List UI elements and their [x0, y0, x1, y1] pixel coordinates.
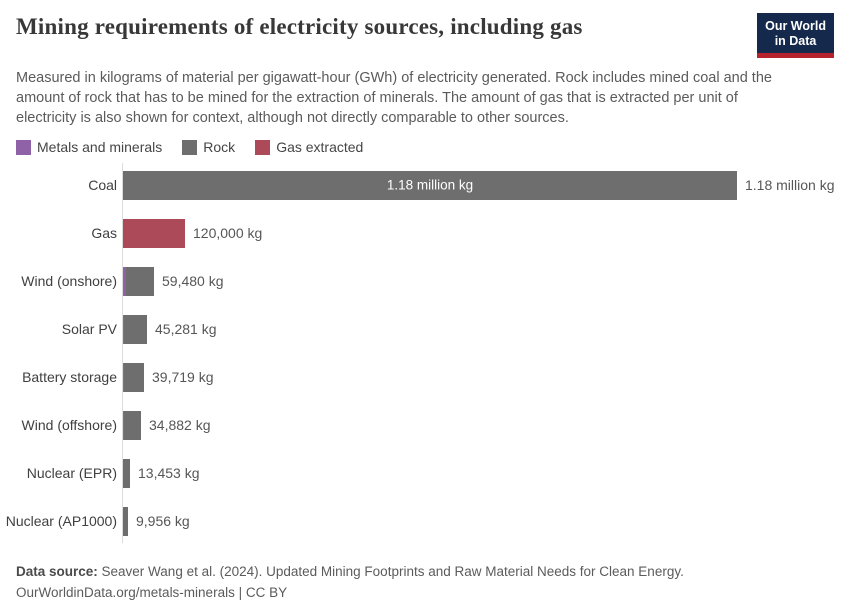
main-segment: [126, 266, 154, 296]
category-label-battery-storage: Battery storage: [22, 369, 117, 385]
data-source-label: Data source:: [16, 564, 98, 579]
bar-area: 45,281 kg: [122, 305, 850, 353]
chart-row: Nuclear (EPR) 13,453 kg: [0, 449, 850, 497]
owid-logo-line2: in Data: [774, 34, 817, 48]
metals-segment: [123, 410, 124, 440]
chart-row: Gas 120,000 kg: [0, 209, 850, 257]
legend-item-metals-and-minerals[interactable]: Metals and minerals: [16, 139, 162, 155]
bar-inside-label: 1.18 million kg: [386, 177, 474, 193]
metals-segment: [123, 266, 126, 296]
legend-item-rock[interactable]: Rock: [182, 139, 235, 155]
category-label-solar-pv: Solar PV: [61, 321, 117, 337]
legend-swatch-icon: [16, 139, 31, 155]
chart-header: Mining requirements of electricity sourc…: [0, 0, 850, 155]
bar-area: 59,480 kg: [122, 257, 850, 305]
chart-footer: Data source: Seaver Wang et al. (2024). …: [0, 545, 850, 600]
bar-value-label: 34,882 kg: [149, 417, 211, 433]
bar-nuclear-epr[interactable]: [123, 458, 130, 488]
main-segment: [123, 458, 130, 488]
owid-logo[interactable]: Our World in Data: [757, 13, 834, 58]
main-segment: [123, 218, 185, 248]
legend-item-gas-extracted[interactable]: Gas extracted: [255, 139, 363, 155]
bar-value-label: 39,719 kg: [152, 369, 214, 385]
title-row: Mining requirements of electricity sourc…: [16, 13, 834, 58]
chart-row: Wind (onshore) 59,480 kg: [0, 257, 850, 305]
page-title: Mining requirements of electricity sourc…: [16, 14, 583, 39]
chart-subtitle: Measured in kilograms of material per gi…: [16, 70, 772, 126]
main-segment: [124, 410, 141, 440]
main-segment: [123, 506, 128, 536]
legend-label: Metals and minerals: [37, 139, 163, 155]
legend-swatch-icon: [182, 139, 198, 155]
bar-wind-onshore[interactable]: [123, 266, 154, 296]
bar-coal[interactable]: 1.18 million kg: [123, 170, 737, 200]
bar-wind-offshore[interactable]: [123, 410, 141, 440]
bar-area: 1.18 million kg 1.18 million kg: [122, 161, 850, 209]
category-label-coal: Coal: [88, 177, 117, 193]
legend-swatch-icon: [255, 139, 271, 155]
bar-area: 120,000 kg: [122, 209, 850, 257]
category-label-nuclear-ap1000: Nuclear (AP1000): [5, 513, 117, 529]
metals-segment: [123, 362, 124, 392]
chart-row: Coal 1.18 million kg 1.18 million kg: [0, 161, 850, 209]
category-label-nuclear-epr: Nuclear (EPR): [26, 465, 117, 481]
chart-row: Nuclear (AP1000) 9,956 kg: [0, 497, 850, 545]
y-axis-line: [122, 163, 123, 543]
bar-battery-storage[interactable]: [123, 362, 144, 392]
bar-value-label: 120,000 kg: [193, 225, 263, 241]
owid-logo-line1: Our World: [765, 19, 826, 33]
bar-value-label: 59,480 kg: [162, 273, 224, 289]
bar-area: 39,719 kg: [122, 353, 850, 401]
chart-row: Battery storage 39,719 kg: [0, 353, 850, 401]
chart-legend: Metals and minerals Rock Gas extracted: [16, 139, 834, 155]
bar-nuclear-ap1000[interactable]: [123, 506, 128, 536]
main-segment: [124, 314, 147, 344]
category-label-wind-onshore: Wind (onshore): [21, 273, 117, 289]
metals-segment: [123, 314, 124, 344]
bar-gas[interactable]: [123, 218, 185, 248]
chart-row: Wind (offshore) 34,882 kg: [0, 401, 850, 449]
data-source-line: Data source: Seaver Wang et al. (2024). …: [16, 562, 834, 583]
bar-value-label: 1.18 million kg: [745, 177, 835, 193]
bar-value-label: 9,956 kg: [136, 513, 190, 529]
bar-value-label: 13,453 kg: [138, 465, 200, 481]
category-label-wind-offshore: Wind (offshore): [21, 417, 117, 433]
bar-area: 9,956 kg: [122, 497, 850, 545]
bar-area: 13,453 kg: [122, 449, 850, 497]
legend-label: Rock: [203, 139, 236, 155]
category-label-gas: Gas: [91, 225, 117, 241]
license-link[interactable]: OurWorldinData.org/metals-minerals | CC …: [16, 584, 288, 600]
chart-row: Solar PV 45,281 kg: [0, 305, 850, 353]
data-source-text: Seaver Wang et al. (2024). Updated Minin…: [97, 564, 684, 579]
main-segment: [124, 362, 144, 392]
main-segment: [123, 170, 737, 200]
bar-value-label: 45,281 kg: [155, 321, 217, 337]
bar-chart: Coal 1.18 million kg 1.18 million kg Gas 120…: [0, 161, 850, 545]
bar-solar-pv[interactable]: [123, 314, 147, 344]
bar-area: 34,882 kg: [122, 401, 850, 449]
legend-label: Gas extracted: [276, 139, 364, 155]
